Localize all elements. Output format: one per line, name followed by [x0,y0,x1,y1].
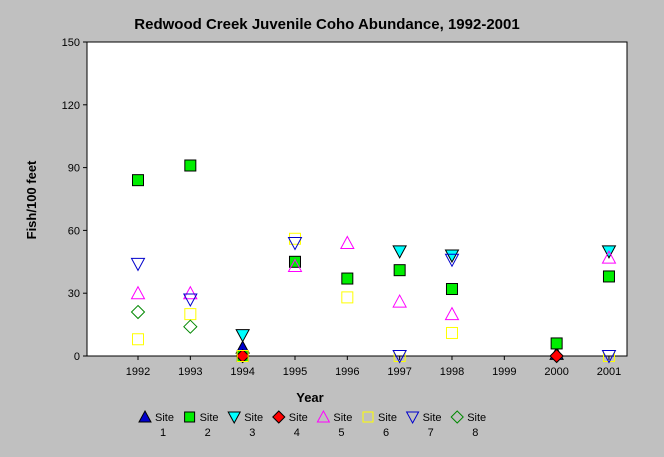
series-site-2 [132,159,615,362]
data-point-site-6 [236,350,249,362]
legend-number: 2 [205,427,211,439]
series-site-5 [130,235,617,321]
data-point-site-5 [287,258,303,272]
legend-item-site-1: Site 1 [138,409,174,439]
legend-marker-site-5 [316,409,331,423]
data-point-site-4 [549,348,564,364]
x-tick-label: 1997 [387,366,411,378]
data-point-site-4 [235,348,250,364]
y-tick-label: 90 [68,163,80,175]
legend-marker-site-6 [362,411,374,423]
y-axis-title: Fish/100 feet [24,160,39,239]
legend-item-site-7: Site 7 [405,411,442,439]
data-point-site-2 [288,255,301,268]
y-tick-label: 60 [68,225,80,237]
legend-number: 4 [294,427,300,439]
data-point-site-2 [341,272,354,285]
legend-label: Site [155,412,174,424]
legend-item-site-3: Site 3 [227,411,263,439]
legend-label: Site [244,412,263,424]
legend-marker-site-4 [272,410,286,424]
y-tick-label: 0 [74,351,80,363]
data-point-site-8 [183,319,198,334]
data-point-site-5 [130,285,146,300]
data-point-site-2 [393,264,406,277]
data-point-site-5 [392,294,407,308]
legend-label: Site [333,412,352,424]
x-tick-label: 1995 [283,366,307,378]
legend-number: 6 [383,427,389,439]
legend-item-site-8: Site 8 [450,410,486,439]
data-point-site-7 [601,350,617,364]
data-point-site-5 [444,306,460,321]
data-point-site-6 [341,291,354,304]
legend-number: 8 [472,427,478,439]
data-point-site-3 [392,245,407,259]
chart-title: Redwood Creek Juvenile Coho Abundance, 1… [134,16,519,33]
data-point-site-7 [444,253,460,268]
legend-number: 1 [160,427,166,439]
data-point-site-7 [287,236,303,251]
y-tick-label: 150 [62,37,80,49]
legend-marker-site-7 [405,411,420,425]
data-point-site-6 [132,333,144,346]
data-points [130,159,617,364]
data-point-site-2 [602,270,615,283]
legend-marker-site-8 [450,410,464,424]
data-point-site-7 [182,293,198,308]
legend-label: Site [467,412,486,424]
legend-marker-site-1 [138,409,152,423]
data-point-site-2 [132,174,144,187]
data-point-site-3 [235,329,250,343]
legend-item-site-2: Site 2 [184,411,219,439]
data-point-site-7 [392,350,407,364]
axes: 0 30 60 90 120 150 1992 1993 1994 1995 1996 1997 199… [62,37,622,378]
plot-area [86,41,628,357]
legend: Site 1 Site 2 Site 3 Site 4 Site 5 Site 6 Site 7 Site 8 [138,409,486,439]
data-point-site-2 [184,159,197,172]
x-axis-title: Year [296,390,323,405]
y-tick-label: 30 [68,288,80,300]
legend-number: 7 [428,427,434,439]
data-point-site-5 [339,235,355,249]
data-point-site-2 [445,283,458,296]
series-site-4 [235,348,564,364]
legend-number: 5 [338,427,344,439]
series-site-3 [235,245,617,343]
legend-item-site-6: Site 6 [362,411,397,439]
x-tick-label: 1999 [492,366,516,378]
x-tick-label: 1992 [126,366,150,378]
legend-label: Site [289,412,308,424]
x-tick-label: 2001 [597,366,621,378]
series-site-8 [130,304,198,334]
x-tick-label: 1998 [440,366,464,378]
legend-label: Site [378,412,397,424]
data-point-site-3 [444,249,460,264]
data-point-site-8 [130,304,146,320]
legend-label: Site [200,412,219,424]
data-point-site-7 [130,257,146,272]
legend-marker-site-2 [184,411,196,423]
x-tick-label: 1996 [335,366,359,378]
x-tick-label: 1993 [178,366,202,378]
legend-item-site-5: Site 5 [316,409,352,439]
series-site-7 [130,236,617,364]
data-point-site-5 [182,285,198,300]
y-tick-label: 120 [62,100,80,112]
legend-item-site-4: Site 4 [272,410,308,439]
legend-marker-site-3 [227,411,242,425]
x-tick-label: 1994 [230,366,254,378]
legend-label: Site [423,412,442,424]
data-point-site-2 [550,337,563,350]
x-tick-label: 2000 [544,366,568,378]
legend-number: 3 [249,427,255,439]
data-point-site-5 [601,250,617,264]
data-point-site-6 [445,326,458,339]
